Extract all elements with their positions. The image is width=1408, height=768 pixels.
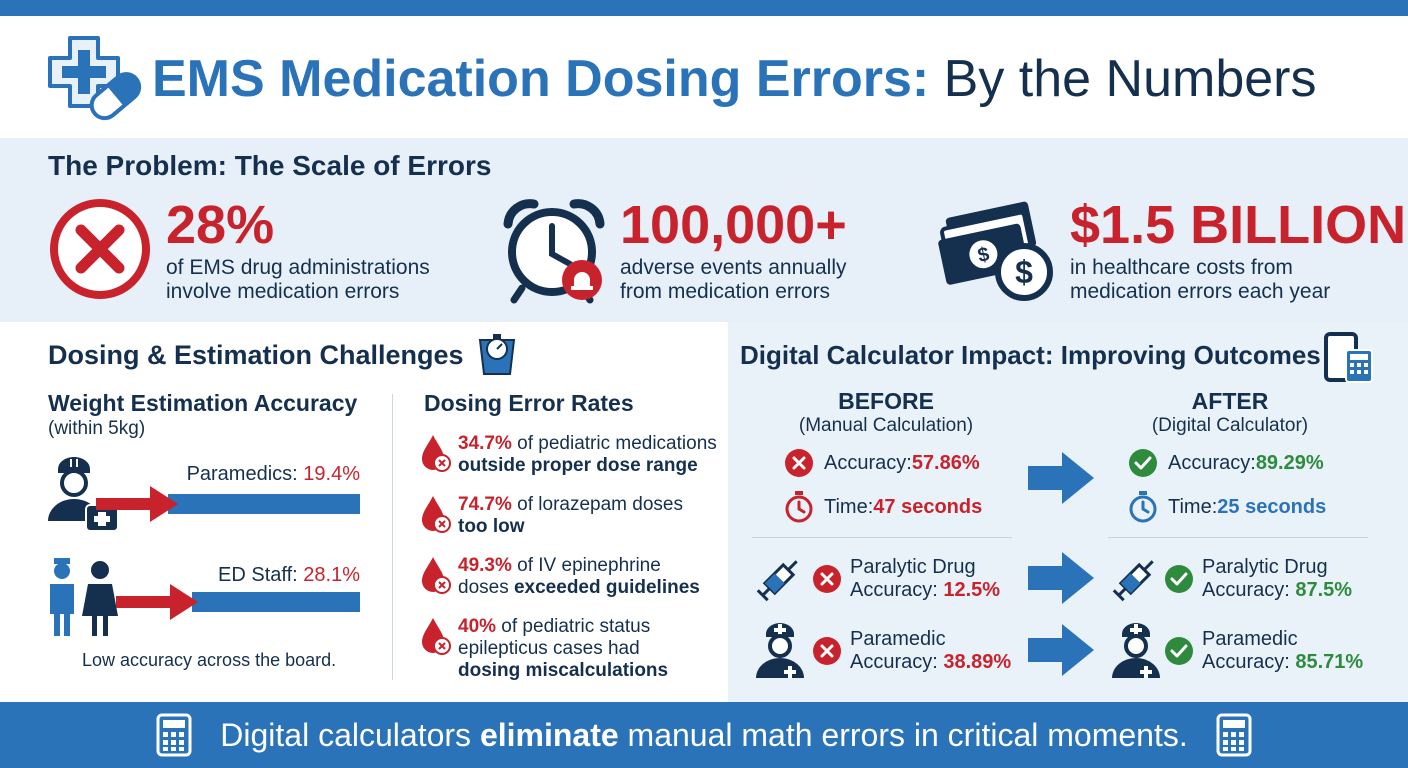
stat-value: 100,000+ [620,195,847,255]
before-column-header: BEFORE (Manual Calculation) [798,388,974,436]
stat-value: $1.5 BILLION [1070,195,1407,255]
section-divider [752,537,1012,538]
dosing-error-item: 74.7% of lorazepam doses too low [420,494,683,538]
stat-desc-line: involve medication errors [166,280,400,303]
after-time: Time: 25 seconds [1128,491,1326,523]
column-divider [392,394,393,680]
ed-staff-accuracy-label: ED Staff: 28.1% [218,564,360,586]
x-circle-icon [813,637,841,665]
stat-desc-line: in healthcare costs from [1070,256,1293,279]
medical-cross-pill-icon [48,36,142,121]
svg-text:$: $ [1015,254,1033,290]
money-icon: $ $ [938,201,1053,301]
before-accuracy: Accuracy: 57.86% [784,448,980,478]
paramedics-accuracy-bar [168,494,360,514]
stat-desc-line: adverse events annually [620,256,847,279]
weight-heading: Weight Estimation Accuracy [48,390,358,416]
section-divider [1108,537,1368,538]
dosing-error-item: 49.3% of IV epinephrine doses exceeded gu… [420,555,700,599]
dosing-error-item: 34.7% of pediatric medications outside pr… [420,433,717,477]
page-title: EMS Medication Dosing Errors: By the Num… [152,50,1317,108]
alarm-clock-icon [503,199,605,304]
stat-desc-line: of EMS drug administrations [166,256,430,279]
blood-drop-error-icon [422,557,451,594]
dosing-error-item: 40% of pediatric status epilepticus cases… [420,616,668,682]
stat-error-rate: 28% of EMS drug administrations involve … [48,196,430,304]
before-time: Time: 47 seconds [784,491,982,523]
svg-text:$: $ [976,243,991,267]
weight-note: (within 5kg) [48,418,146,439]
before-paramedic-accuracy: Paramedic Accuracy: 38.89% [812,628,1011,674]
paramedic-icon [756,623,804,678]
ed-staff-accuracy-bar [192,592,360,612]
stat-cost: $ $ $1.5 BILLION in healthcare costs fro… [938,196,1406,304]
stat-value: 28% [166,195,275,255]
problem-section [0,138,1408,322]
stopwatch-icon [1129,491,1157,523]
after-accuracy: Accuracy: 89.29% [1128,448,1324,478]
check-circle-icon [1165,637,1193,665]
paramedic-icon [1112,623,1160,678]
stat-adverse-events: 100,000+ adverse events annually from me… [500,196,847,304]
arrow-right-icon [116,584,198,620]
stopwatch-icon [785,491,813,523]
impact-heading: Digital Calculator Impact: Improving Out… [740,340,1321,370]
x-circle-icon [813,565,841,593]
blood-drop-error-icon [422,435,451,472]
after-paramedic-accuracy: Paramedic Accuracy: 85.71% [1164,628,1363,674]
check-circle-icon [1129,449,1157,477]
calculator-icon [1216,713,1252,757]
weight-footer-note: Low accuracy across the board. [82,650,337,670]
top-accent-bar [0,0,1408,16]
x-circle-icon [50,199,150,299]
arrow-right-icon [1028,552,1094,604]
ed-staff-icon [50,558,118,636]
check-circle-icon [1165,565,1193,593]
page-title-row: EMS Medication Dosing Errors: By the Num… [48,34,1316,124]
arrow-right-icon [96,486,178,522]
problem-heading: The Problem: The Scale of Errors [48,150,492,181]
x-circle-icon [785,449,813,477]
weight-scale-icon [478,334,516,375]
footer-banner: Digital calculators eliminate manual mat… [0,702,1408,768]
blood-drop-error-icon [422,496,451,533]
footer-message: Digital calculators eliminate manual mat… [220,716,1188,753]
blood-drop-error-icon [422,618,451,655]
after-column-header: AFTER (Digital Calculator) [1151,388,1309,436]
syringe-icon [756,560,798,602]
challenges-panel [0,322,728,702]
paramedics-accuracy-label: Paramedics: 19.4% [186,463,360,485]
after-paralytic-accuracy: Paralytic Drug Accuracy: 87.5% [1164,556,1352,602]
arrow-right-icon [1028,624,1094,676]
stat-desc-line: from medication errors [620,280,831,303]
dosing-heading: Dosing Error Rates [424,390,634,416]
before-paralytic-accuracy: Paralytic Drug Accuracy: 12.5% [812,556,1000,602]
tablet-calculator-icon [1324,332,1373,383]
challenges-heading: Dosing & Estimation Challenges [48,340,464,370]
paramedic-icon [48,457,119,532]
calculator-icon [156,713,192,757]
syringe-icon [1112,560,1154,602]
arrow-right-icon [1028,452,1094,504]
stat-desc-line: medication errors each year [1070,280,1331,303]
